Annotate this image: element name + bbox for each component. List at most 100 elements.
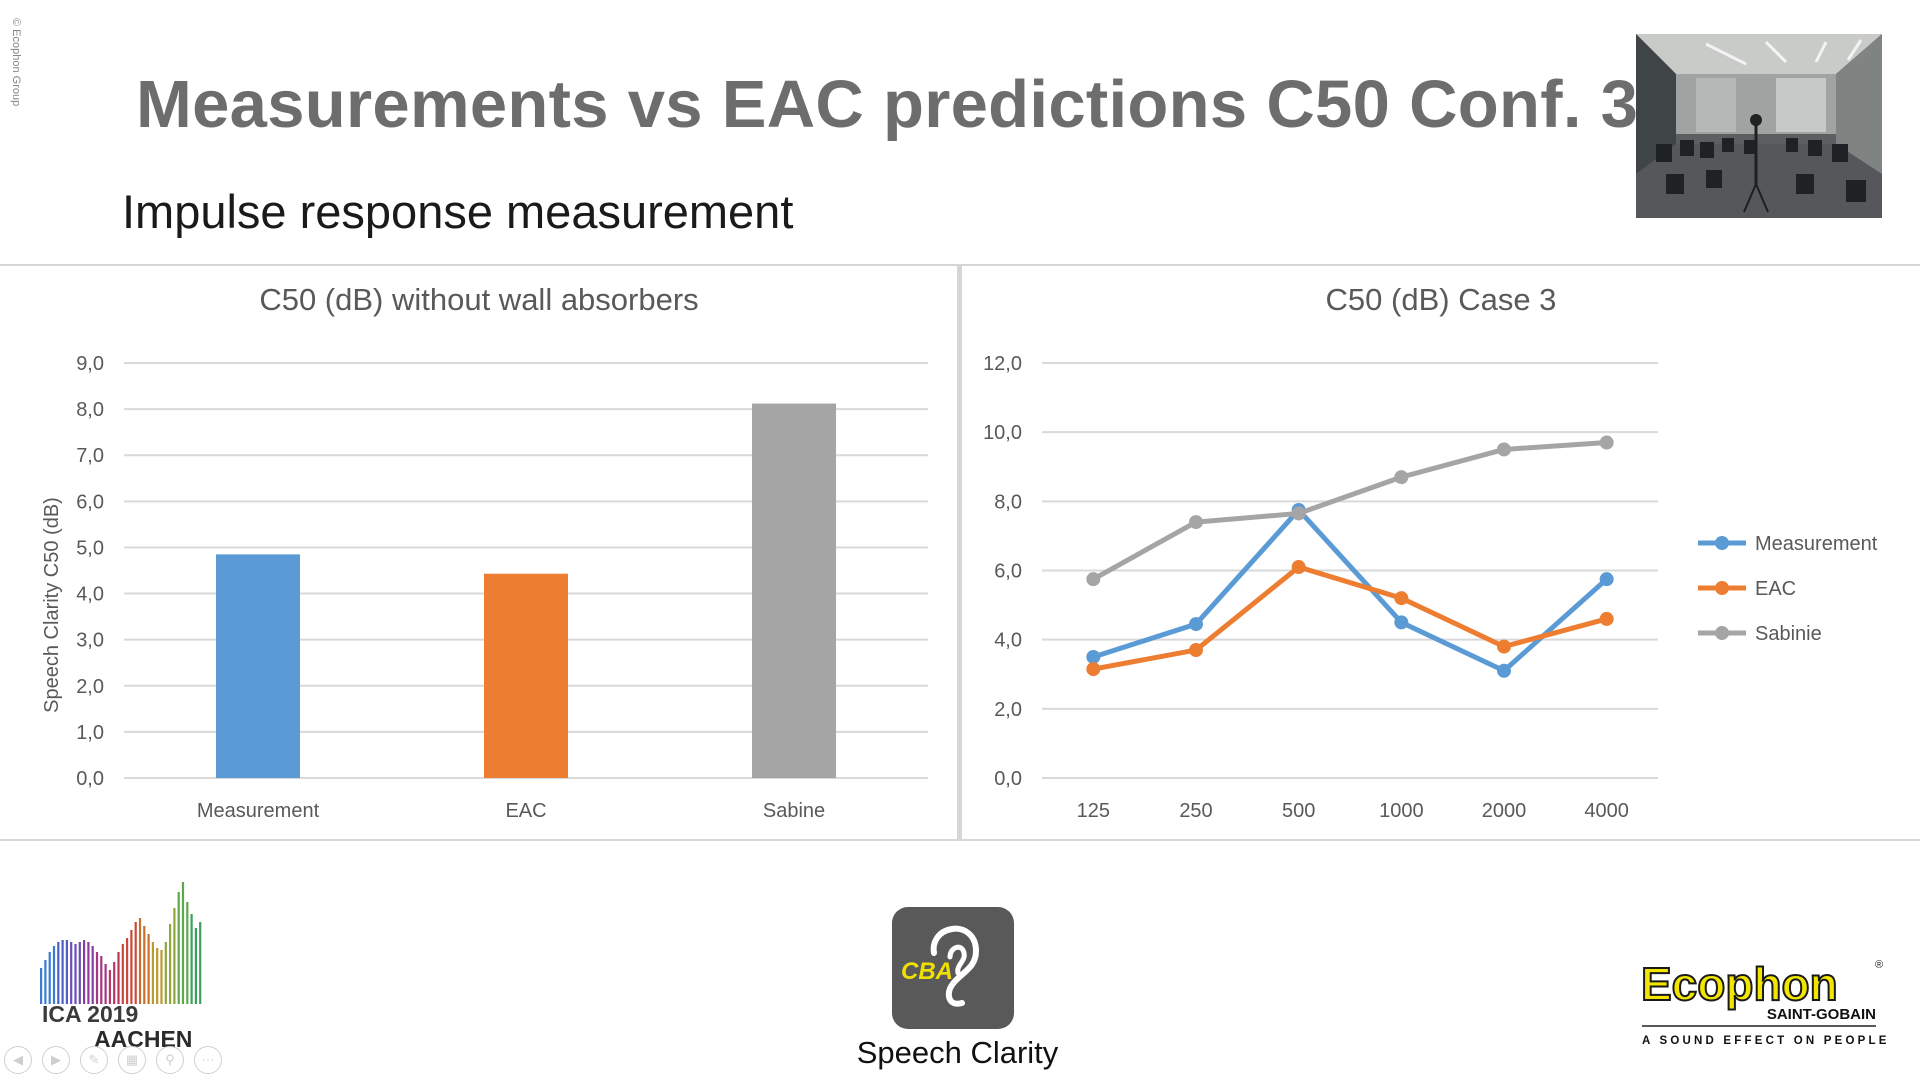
ica-logo-bar <box>173 908 176 1004</box>
ica-logo-bar <box>190 914 193 1004</box>
line-y-tick-label: 10,0 <box>983 422 1022 444</box>
room-photo-icon <box>1636 34 1882 218</box>
legend-label-sabinie: Sabinie <box>1755 623 1822 645</box>
ica-logo-bar <box>181 882 185 1004</box>
ica-logo-bar <box>199 922 202 1004</box>
ica-logo-bar <box>78 942 81 1004</box>
legend-marker-sabinie <box>1715 626 1729 640</box>
line-y-tick-label: 4,0 <box>994 630 1022 652</box>
point-sabinie <box>1497 442 1511 457</box>
line-x-tick-label: 500 <box>1282 800 1315 822</box>
ica-logo-bar <box>100 956 103 1004</box>
line-y-tick-label: 6,0 <box>994 561 1022 583</box>
bar-y-tick-label: 0,0 <box>76 768 104 790</box>
chart-area-bottom-rule <box>0 839 1920 841</box>
ica-logo-bar <box>52 946 56 1004</box>
point-measurement <box>1497 663 1511 678</box>
line-y-tick-label: 2,0 <box>994 699 1022 721</box>
point-eac <box>1599 611 1614 626</box>
point-sabinie <box>1291 506 1306 521</box>
series-line-measurement <box>1092 507 1609 674</box>
ica-logo-bar <box>121 944 124 1004</box>
bar-chart-title: C50 (dB) without wall absorbers <box>259 282 698 317</box>
ica-logo-bar <box>87 942 90 1004</box>
bar-chart: C50 (dB) without wall absorbers Speech C… <box>41 282 928 822</box>
ica-logo-bar <box>95 952 99 1004</box>
ica-logo-bar <box>143 926 146 1004</box>
previous-slide-icon[interactable]: ◀ <box>4 1046 32 1074</box>
bar-eac <box>484 573 568 778</box>
ica-logo-bar <box>57 942 60 1004</box>
bar-x-tick-label: Sabine <box>763 800 825 822</box>
legend-marker-eac <box>1715 581 1729 595</box>
line-chart-legend: Measurement EAC Sabinie <box>1698 533 1878 645</box>
bar-y-tick-label: 1,0 <box>76 722 104 744</box>
point-sabinie <box>1086 572 1101 587</box>
ica-logo-bar <box>177 892 180 1004</box>
ecophon-parent-name: SAINT-GOBAIN <box>1767 1006 1876 1023</box>
ica-logo-year: ICA 2019 <box>42 1001 138 1027</box>
line-x-tick-label: 250 <box>1179 800 1212 822</box>
speech-clarity-ear-icon: CBA <box>892 907 1014 1029</box>
ica-logo-bar <box>104 964 107 1004</box>
point-eac <box>1291 560 1306 575</box>
ica-logo-bar <box>117 952 120 1004</box>
ica-logo-bar <box>169 924 172 1004</box>
zoom-icon[interactable]: ⚲ <box>156 1046 184 1074</box>
more-options-icon[interactable]: ⋯ <box>194 1046 222 1074</box>
pen-icon[interactable]: ✎ <box>80 1046 108 1074</box>
ica-logo-bar <box>91 946 94 1004</box>
bar-y-tick-label: 5,0 <box>76 537 104 559</box>
line-x-tick-label: 2000 <box>1482 800 1527 822</box>
ica-logo-city: AACHEN <box>94 1026 192 1050</box>
ica-logo-bar <box>186 902 189 1004</box>
line-chart-title: C50 (dB) Case 3 <box>1326 282 1557 317</box>
line-x-tick-label: 4000 <box>1584 800 1629 822</box>
ica-logo-bar <box>164 942 167 1004</box>
line-x-tick-label: 1000 <box>1379 800 1424 822</box>
ica-logo-bar <box>108 970 111 1004</box>
bar-y-tick-label: 3,0 <box>76 630 104 652</box>
bar-y-tick-label: 6,0 <box>76 491 104 513</box>
ica-logo-bar <box>156 948 159 1004</box>
ica-logo-bar <box>151 942 154 1004</box>
bar-chart-ylabel: Speech Clarity C50 (dB) <box>41 497 63 713</box>
series-line-eac <box>1092 564 1608 672</box>
point-eac <box>1086 662 1101 677</box>
next-slide-icon[interactable]: ▶ <box>42 1046 70 1074</box>
bar-y-tick-label: 2,0 <box>76 676 104 698</box>
bar-sabine <box>752 403 836 778</box>
ica-logo-bar <box>147 934 150 1004</box>
point-sabinie <box>1189 515 1203 530</box>
ecophon-logo: Ecophon ® SAINT-GOBAIN A SOUND EFFECT ON… <box>1640 957 1886 1047</box>
ica-logo-bar <box>70 942 73 1004</box>
ica-logo-bar <box>160 950 163 1004</box>
ica-logo-bar <box>130 930 133 1004</box>
speech-clarity-caption: Speech Clarity <box>856 1035 1059 1070</box>
slides-overview-icon[interactable]: ▦ <box>118 1046 146 1074</box>
ica-logo-bar <box>74 944 77 1004</box>
point-eac <box>1394 591 1409 606</box>
ica-logo-bar <box>126 938 129 1004</box>
ecophon-brand-name: Ecophon <box>1641 958 1838 1010</box>
legend-marker-measurement <box>1715 536 1729 550</box>
point-eac <box>1189 643 1203 658</box>
line-chart: C50 (dB) Case 3 0,0 2,0 4,0 6,0 8,0 10,0 12,0 1… <box>983 282 1878 822</box>
bar-y-tick-label: 4,0 <box>76 584 104 606</box>
ica-logo-bar <box>83 940 86 1004</box>
ica-logo-bar <box>40 968 43 1004</box>
line-x-tick-label: 125 <box>1077 800 1110 822</box>
line-y-tick-label: 12,0 <box>983 353 1022 375</box>
point-sabinie <box>1599 435 1614 450</box>
bar-x-tick-label: EAC <box>505 800 546 822</box>
ica-logo-bar <box>44 960 47 1004</box>
ica-logo-bar <box>113 962 116 1004</box>
point-eac <box>1497 639 1511 654</box>
chart-divider <box>957 265 962 840</box>
slide-title: Measurements vs EAC predictions C50 Conf… <box>136 67 1639 142</box>
ica-logo-bar <box>138 918 142 1004</box>
ica-logo-bar <box>65 940 68 1004</box>
ica-logo-bar <box>134 922 137 1004</box>
point-measurement <box>1394 615 1409 630</box>
ica-logo-bar <box>61 940 64 1004</box>
